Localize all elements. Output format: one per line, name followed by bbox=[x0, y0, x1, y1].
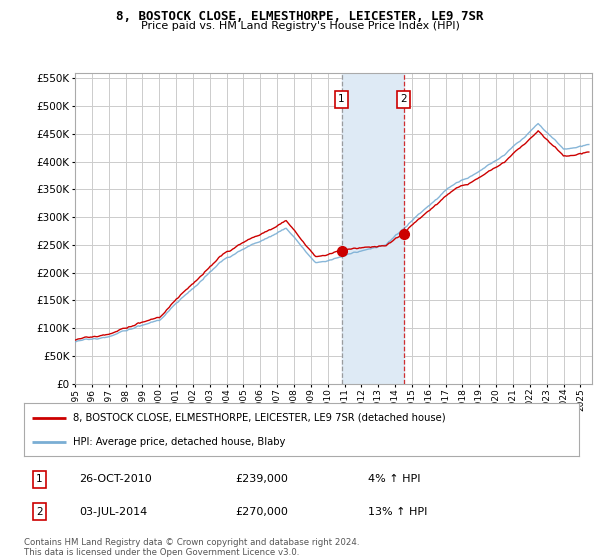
Text: 8, BOSTOCK CLOSE, ELMESTHORPE, LEICESTER, LE9 7SR (detached house): 8, BOSTOCK CLOSE, ELMESTHORPE, LEICESTER… bbox=[73, 413, 445, 423]
Text: 13% ↑ HPI: 13% ↑ HPI bbox=[368, 507, 427, 517]
Text: 4% ↑ HPI: 4% ↑ HPI bbox=[368, 474, 421, 484]
Text: 1: 1 bbox=[338, 94, 345, 104]
Text: Price paid vs. HM Land Registry's House Price Index (HPI): Price paid vs. HM Land Registry's House … bbox=[140, 21, 460, 31]
Text: 2: 2 bbox=[36, 507, 43, 517]
Text: HPI: Average price, detached house, Blaby: HPI: Average price, detached house, Blab… bbox=[73, 437, 285, 447]
Text: Contains HM Land Registry data © Crown copyright and database right 2024.
This d: Contains HM Land Registry data © Crown c… bbox=[24, 538, 359, 557]
Text: £270,000: £270,000 bbox=[235, 507, 288, 517]
Text: 03-JUL-2014: 03-JUL-2014 bbox=[79, 507, 148, 517]
Bar bbox=[341, 73, 404, 384]
Text: 26-OCT-2010: 26-OCT-2010 bbox=[79, 474, 152, 484]
Text: 2: 2 bbox=[400, 94, 407, 104]
Text: 1: 1 bbox=[36, 474, 43, 484]
Text: 8, BOSTOCK CLOSE, ELMESTHORPE, LEICESTER, LE9 7SR: 8, BOSTOCK CLOSE, ELMESTHORPE, LEICESTER… bbox=[116, 10, 484, 23]
Text: £239,000: £239,000 bbox=[235, 474, 288, 484]
